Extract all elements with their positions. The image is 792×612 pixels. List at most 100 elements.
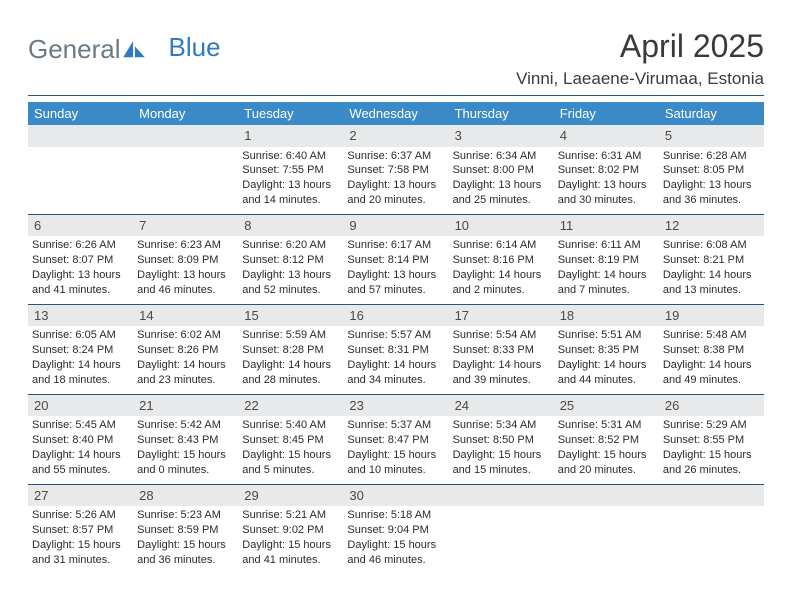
sunset-text: Sunset: 8:55 PM <box>663 433 760 448</box>
sunrise-text: Sunrise: 6:14 AM <box>453 238 550 253</box>
calendar-cell <box>449 485 554 574</box>
daylight-text: Daylight: 15 hours and 0 minutes. <box>137 448 234 478</box>
day-number: 20 <box>28 395 133 417</box>
calendar-cell: 1Sunrise: 6:40 AMSunset: 7:55 PMDaylight… <box>238 125 343 214</box>
cell-body: Sunrise: 5:34 AMSunset: 8:50 PMDaylight:… <box>449 416 554 483</box>
calendar-cell: 25Sunrise: 5:31 AMSunset: 8:52 PMDayligh… <box>554 395 659 484</box>
calendar-cell: 3Sunrise: 6:34 AMSunset: 8:00 PMDaylight… <box>449 125 554 214</box>
daylight-text: Daylight: 14 hours and 28 minutes. <box>242 358 339 388</box>
day-number: 26 <box>659 395 764 417</box>
cell-body: Sunrise: 6:14 AMSunset: 8:16 PMDaylight:… <box>449 236 554 303</box>
cell-body: Sunrise: 6:34 AMSunset: 8:00 PMDaylight:… <box>449 147 554 214</box>
sunrise-text: Sunrise: 5:45 AM <box>32 418 129 433</box>
weeks-container: 1Sunrise: 6:40 AMSunset: 7:55 PMDaylight… <box>28 125 764 574</box>
sunrise-text: Sunrise: 5:29 AM <box>663 418 760 433</box>
day-number: 17 <box>449 305 554 327</box>
calendar-cell: 10Sunrise: 6:14 AMSunset: 8:16 PMDayligh… <box>449 215 554 304</box>
day-number: 23 <box>343 395 448 417</box>
calendar-cell: 5Sunrise: 6:28 AMSunset: 8:05 PMDaylight… <box>659 125 764 214</box>
sunrise-text: Sunrise: 6:31 AM <box>558 149 655 164</box>
daylight-text: Daylight: 15 hours and 31 minutes. <box>32 538 129 568</box>
cell-body: Sunrise: 6:05 AMSunset: 8:24 PMDaylight:… <box>28 326 133 393</box>
calendar-cell <box>133 125 238 214</box>
cell-body: Sunrise: 6:37 AMSunset: 7:58 PMDaylight:… <box>343 147 448 214</box>
calendar-cell <box>554 485 659 574</box>
sunrise-text: Sunrise: 5:18 AM <box>347 508 444 523</box>
sunrise-text: Sunrise: 6:11 AM <box>558 238 655 253</box>
sunset-text: Sunset: 8:26 PM <box>137 343 234 358</box>
sunrise-text: Sunrise: 5:26 AM <box>32 508 129 523</box>
day-number: 6 <box>28 215 133 237</box>
daylight-text: Daylight: 14 hours and 18 minutes. <box>32 358 129 388</box>
daylight-text: Daylight: 14 hours and 13 minutes. <box>663 268 760 298</box>
cell-body: Sunrise: 6:31 AMSunset: 8:02 PMDaylight:… <box>554 147 659 214</box>
calendar-cell: 14Sunrise: 6:02 AMSunset: 8:26 PMDayligh… <box>133 305 238 394</box>
sunrise-text: Sunrise: 5:21 AM <box>242 508 339 523</box>
calendar-cell: 12Sunrise: 6:08 AMSunset: 8:21 PMDayligh… <box>659 215 764 304</box>
day-number: 14 <box>133 305 238 327</box>
sunset-text: Sunset: 8:12 PM <box>242 253 339 268</box>
dow-label: Wednesday <box>343 102 448 125</box>
sunset-text: Sunset: 8:35 PM <box>558 343 655 358</box>
day-of-week-row: SundayMondayTuesdayWednesdayThursdayFrid… <box>28 102 764 125</box>
calendar-cell: 24Sunrise: 5:34 AMSunset: 8:50 PMDayligh… <box>449 395 554 484</box>
calendar-cell: 9Sunrise: 6:17 AMSunset: 8:14 PMDaylight… <box>343 215 448 304</box>
day-number: 18 <box>554 305 659 327</box>
day-number: 15 <box>238 305 343 327</box>
sunrise-text: Sunrise: 6:34 AM <box>453 149 550 164</box>
calendar-cell: 18Sunrise: 5:51 AMSunset: 8:35 PMDayligh… <box>554 305 659 394</box>
daylight-text: Daylight: 15 hours and 36 minutes. <box>137 538 234 568</box>
cell-body: Sunrise: 5:57 AMSunset: 8:31 PMDaylight:… <box>343 326 448 393</box>
daylight-text: Daylight: 13 hours and 20 minutes. <box>347 178 444 208</box>
day-number: 13 <box>28 305 133 327</box>
week-row: 27Sunrise: 5:26 AMSunset: 8:57 PMDayligh… <box>28 485 764 574</box>
calendar-cell: 28Sunrise: 5:23 AMSunset: 8:59 PMDayligh… <box>133 485 238 574</box>
cell-body: Sunrise: 6:23 AMSunset: 8:09 PMDaylight:… <box>133 236 238 303</box>
calendar-cell: 7Sunrise: 6:23 AMSunset: 8:09 PMDaylight… <box>133 215 238 304</box>
cell-body <box>659 506 764 514</box>
cell-body: Sunrise: 5:42 AMSunset: 8:43 PMDaylight:… <box>133 416 238 483</box>
dow-label: Saturday <box>659 102 764 125</box>
daylight-text: Daylight: 15 hours and 41 minutes. <box>242 538 339 568</box>
cell-body: Sunrise: 5:31 AMSunset: 8:52 PMDaylight:… <box>554 416 659 483</box>
month-title: April 2025 <box>516 28 764 65</box>
day-number <box>554 485 659 507</box>
calendar-cell: 19Sunrise: 5:48 AMSunset: 8:38 PMDayligh… <box>659 305 764 394</box>
day-number: 30 <box>343 485 448 507</box>
daylight-text: Daylight: 14 hours and 44 minutes. <box>558 358 655 388</box>
sunrise-text: Sunrise: 5:59 AM <box>242 328 339 343</box>
sunset-text: Sunset: 9:04 PM <box>347 523 444 538</box>
calendar-cell <box>28 125 133 214</box>
daylight-text: Daylight: 13 hours and 14 minutes. <box>242 178 339 208</box>
calendar-cell: 20Sunrise: 5:45 AMSunset: 8:40 PMDayligh… <box>28 395 133 484</box>
dow-label: Friday <box>554 102 659 125</box>
sunrise-text: Sunrise: 6:20 AM <box>242 238 339 253</box>
daylight-text: Daylight: 14 hours and 49 minutes. <box>663 358 760 388</box>
day-number: 25 <box>554 395 659 417</box>
cell-body <box>28 147 133 155</box>
daylight-text: Daylight: 14 hours and 55 minutes. <box>32 448 129 478</box>
daylight-text: Daylight: 15 hours and 15 minutes. <box>453 448 550 478</box>
day-number: 11 <box>554 215 659 237</box>
dow-label: Tuesday <box>238 102 343 125</box>
week-row: 1Sunrise: 6:40 AMSunset: 7:55 PMDaylight… <box>28 125 764 215</box>
sunrise-text: Sunrise: 5:23 AM <box>137 508 234 523</box>
calendar-cell: 22Sunrise: 5:40 AMSunset: 8:45 PMDayligh… <box>238 395 343 484</box>
sunrise-text: Sunrise: 5:40 AM <box>242 418 339 433</box>
day-number: 3 <box>449 125 554 147</box>
sunset-text: Sunset: 8:40 PM <box>32 433 129 448</box>
sunset-text: Sunset: 8:07 PM <box>32 253 129 268</box>
cell-body: Sunrise: 5:29 AMSunset: 8:55 PMDaylight:… <box>659 416 764 483</box>
sunset-text: Sunset: 7:55 PM <box>242 163 339 178</box>
daylight-text: Daylight: 14 hours and 34 minutes. <box>347 358 444 388</box>
cell-body: Sunrise: 6:02 AMSunset: 8:26 PMDaylight:… <box>133 326 238 393</box>
day-number <box>28 125 133 147</box>
logo-text-gray: General <box>28 34 121 65</box>
cell-body: Sunrise: 5:54 AMSunset: 8:33 PMDaylight:… <box>449 326 554 393</box>
cell-body: Sunrise: 6:40 AMSunset: 7:55 PMDaylight:… <box>238 147 343 214</box>
day-number <box>659 485 764 507</box>
calendar-cell: 11Sunrise: 6:11 AMSunset: 8:19 PMDayligh… <box>554 215 659 304</box>
daylight-text: Daylight: 15 hours and 20 minutes. <box>558 448 655 478</box>
sunset-text: Sunset: 8:52 PM <box>558 433 655 448</box>
day-number: 21 <box>133 395 238 417</box>
